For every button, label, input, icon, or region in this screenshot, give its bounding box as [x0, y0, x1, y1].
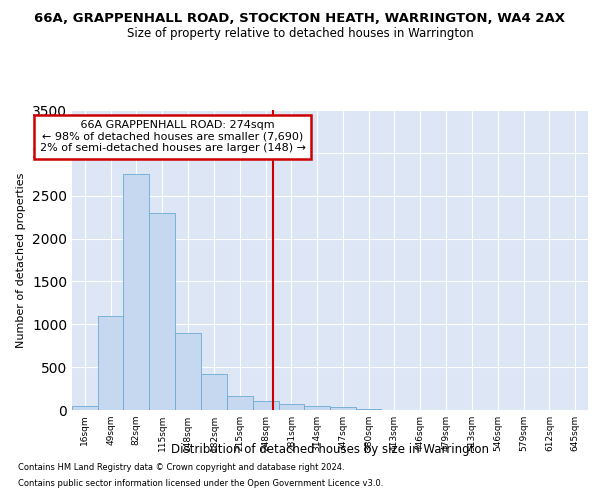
Text: Contains HM Land Registry data © Crown copyright and database right 2024.: Contains HM Land Registry data © Crown c…: [18, 464, 344, 472]
Bar: [98, 316, 124, 410]
Bar: [253, 402, 278, 410]
Bar: [356, 409, 382, 410]
Text: Size of property relative to detached houses in Warrington: Size of property relative to detached ho…: [127, 28, 473, 40]
Text: Distribution of detached houses by size in Warrington: Distribution of detached houses by size …: [171, 442, 489, 456]
Text: 66A GRAPPENHALL ROAD: 274sqm
← 98% of detached houses are smaller (7,690)
2% of : 66A GRAPPENHALL ROAD: 274sqm ← 98% of de…: [40, 120, 305, 154]
Bar: [149, 213, 175, 410]
Bar: [72, 406, 98, 410]
Bar: [278, 404, 304, 410]
Bar: [330, 408, 356, 410]
Bar: [304, 406, 330, 410]
Bar: [124, 174, 149, 410]
Bar: [175, 333, 200, 410]
Bar: [202, 374, 227, 410]
Y-axis label: Number of detached properties: Number of detached properties: [16, 172, 26, 348]
Bar: [227, 396, 253, 410]
Text: 66A, GRAPPENHALL ROAD, STOCKTON HEATH, WARRINGTON, WA4 2AX: 66A, GRAPPENHALL ROAD, STOCKTON HEATH, W…: [35, 12, 566, 26]
Text: Contains public sector information licensed under the Open Government Licence v3: Contains public sector information licen…: [18, 478, 383, 488]
